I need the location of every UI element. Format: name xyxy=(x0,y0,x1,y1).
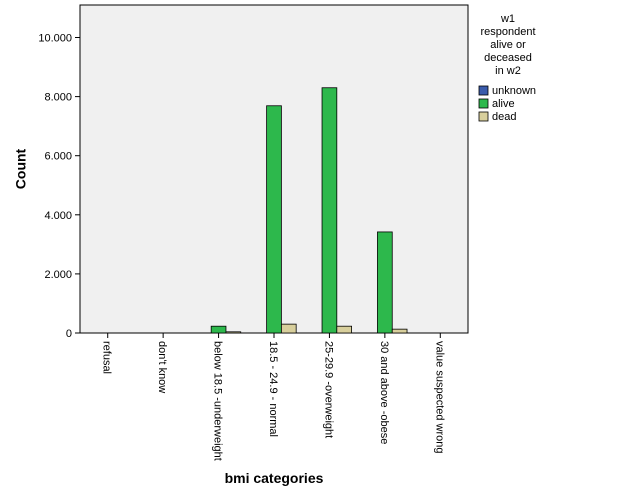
x-tick-label: 18.5 - 24.9 - normal xyxy=(267,341,279,437)
x-tick-label: 25-29.9 -overweight xyxy=(322,341,334,438)
y-tick-label: 0 xyxy=(66,328,72,340)
bar xyxy=(336,325,353,334)
x-axis-label: bmi categories xyxy=(225,470,324,486)
legend-swatch xyxy=(478,85,489,96)
x-tick-label: refusal xyxy=(101,341,113,374)
legend-swatch xyxy=(478,111,489,122)
bar xyxy=(210,325,227,334)
bar xyxy=(377,231,393,334)
legend-title: respondent xyxy=(480,26,535,38)
y-tick-label: 4.000 xyxy=(44,210,72,222)
bar xyxy=(321,87,338,334)
legend-title: w1 xyxy=(500,13,515,25)
y-axis-label: Count xyxy=(13,148,29,189)
x-tick-label: value suspected wrong xyxy=(433,341,445,454)
legend-label: unknown xyxy=(492,85,536,97)
legend-swatch xyxy=(478,98,489,109)
x-tick-label: 30 and above -obese xyxy=(378,341,390,444)
y-tick-label: 2.000 xyxy=(44,269,72,281)
bar xyxy=(391,328,408,334)
legend-title: alive or xyxy=(490,39,526,51)
bar xyxy=(266,105,282,334)
x-tick-label: don't know xyxy=(156,341,168,393)
legend-title: in w2 xyxy=(495,65,521,77)
bar xyxy=(225,331,242,334)
y-tick-label: 8.000 xyxy=(44,92,72,104)
y-tick-label: 6.000 xyxy=(44,151,72,163)
legend-label: alive xyxy=(492,98,515,110)
y-tick-label: 10.000 xyxy=(38,33,72,45)
bar xyxy=(280,323,297,334)
legend-title: deceased xyxy=(484,52,532,64)
x-tick-label: below 18.5 -underweight xyxy=(212,341,224,461)
legend-label: dead xyxy=(492,111,516,123)
